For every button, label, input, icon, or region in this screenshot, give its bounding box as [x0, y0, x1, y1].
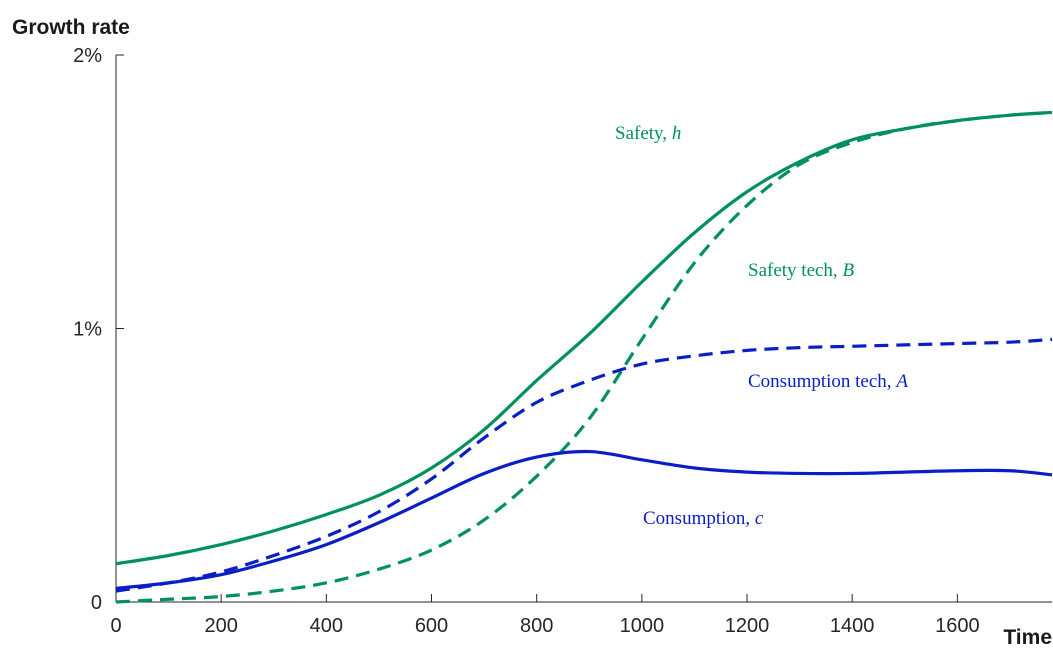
x-tick-label: 1000 — [620, 615, 665, 637]
y-axis-title: Growth rate — [12, 16, 130, 39]
series-line-consumption-tech-a — [115, 337, 1053, 593]
series-label-text: Safety tech, — [748, 260, 842, 281]
x-tick-label: 1600 — [935, 615, 980, 637]
series-label-safety-h: Safety, h — [615, 123, 681, 144]
x-tick-label: 800 — [520, 615, 553, 637]
y-tick-label: 0 — [91, 592, 102, 614]
series-label-text: Consumption, — [643, 508, 755, 529]
series-label-text: Consumption tech, — [748, 371, 896, 392]
series-line-consumption-c — [115, 449, 1053, 590]
axes: 0 1% 2% 0 200 400 600 800 1000 1200 1400 1600 — [73, 45, 1052, 637]
series-label-variable: A — [894, 371, 908, 392]
x-axis-title: Time — [1003, 626, 1052, 648]
series-label-text: Safety, — [615, 123, 672, 144]
series-label-consumption-tech-a: Consumption tech, A — [748, 371, 908, 392]
series-label-variable: h — [672, 123, 682, 144]
series-labels: Safety, h Safety tech, B Consumption tech,… — [615, 123, 908, 529]
y-tick-label: 2% — [73, 45, 102, 67]
series-layer — [115, 110, 1053, 604]
x-tick-label: 200 — [204, 615, 237, 637]
series-line-safety-tech-b — [115, 110, 1053, 604]
series-label-consumption-c: Consumption, c — [643, 508, 764, 529]
series-line-safety-h — [115, 110, 1053, 566]
x-tick-label: 1200 — [725, 615, 770, 637]
series-label-variable: B — [842, 260, 854, 281]
x-tick-label: 1400 — [830, 615, 875, 637]
series-label-safety-tech-b: Safety tech, B — [748, 260, 854, 281]
x-tick-label: 400 — [310, 615, 343, 637]
y-tick-label: 1% — [73, 319, 102, 341]
x-tick-label: 0 — [110, 615, 121, 637]
series-label-variable: c — [755, 508, 764, 529]
x-tick-label: 600 — [415, 615, 448, 637]
